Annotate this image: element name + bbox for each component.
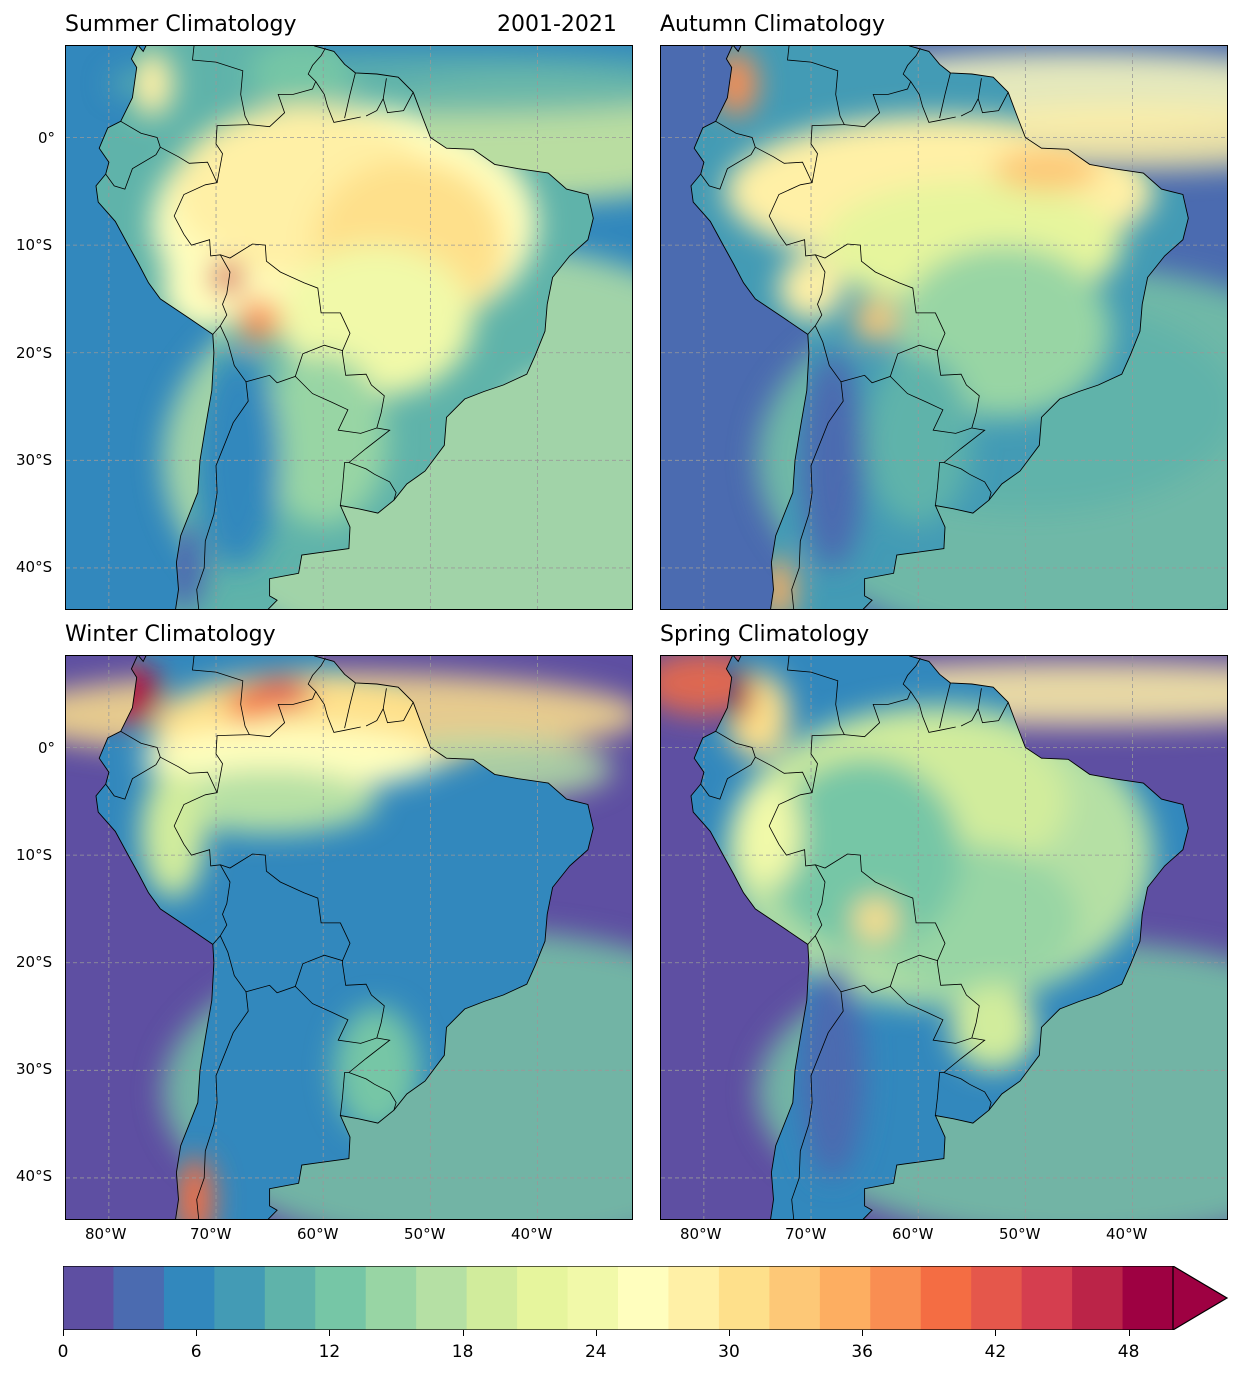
colorbar-tick — [1128, 1330, 1130, 1336]
colorbar-swatch — [113, 1266, 165, 1330]
panel-title-winter: Winter Climatology — [65, 622, 276, 647]
colorbar-tick-label: 48 — [1117, 1342, 1140, 1362]
lon-tick-left-50w: 50°W — [404, 1225, 446, 1243]
colorbar-swatch — [668, 1266, 720, 1330]
colorbar-tick — [462, 1330, 464, 1336]
colorbar-tick-label: 18 — [451, 1342, 474, 1362]
panel-title-spring: Spring Climatology — [660, 622, 870, 647]
colorbar-tick-label: 30 — [718, 1342, 740, 1362]
colorbar-swatch — [920, 1266, 972, 1330]
lat-tick-top-0: 0° — [38, 129, 56, 147]
colorbar-tick-label: 42 — [984, 1342, 1007, 1362]
colorbar-swatch — [618, 1266, 670, 1330]
colorbar-tick — [729, 1330, 730, 1336]
colorbar-tick-label: 24 — [584, 1342, 607, 1362]
colorbar-extend-arrow — [1172, 1264, 1229, 1332]
map-spring — [660, 655, 1228, 1220]
colorbar-swatch — [264, 1266, 316, 1330]
colorbar-tick — [995, 1330, 997, 1336]
lon-tick-right-50w: 50°W — [999, 1225, 1041, 1243]
lat-tick-bottom-40s: 40°S — [16, 1167, 53, 1185]
lat-tick-bottom-0: 0° — [38, 739, 56, 757]
lat-tick-top-30s: 30°S — [16, 451, 53, 469]
map-winter — [65, 655, 633, 1220]
map-autumn-canvas — [661, 46, 1227, 609]
colorbar-tick-label: 0 — [57, 1342, 69, 1362]
lat-tick-top-40s: 40°S — [16, 558, 53, 576]
colorbar-swatch — [769, 1266, 821, 1330]
lat-tick-top-10s: 10°S — [16, 236, 53, 254]
colorbar-swatch — [517, 1266, 569, 1330]
colorbar-tick-label: 12 — [318, 1342, 341, 1362]
colorbar-canvas — [62, 1264, 1229, 1332]
colorbar-swatch — [971, 1266, 1023, 1330]
colorbar-swatch — [1122, 1266, 1174, 1330]
lon-tick-right-70w: 70°W — [785, 1225, 827, 1243]
colorbar-tick — [595, 1330, 597, 1336]
colorbar-swatch — [819, 1266, 871, 1330]
map-summer-canvas — [66, 46, 632, 609]
colorbar-swatch — [567, 1266, 619, 1330]
lon-tick-left-80w: 80°W — [85, 1225, 127, 1243]
period-label: 2001-2021 — [497, 12, 617, 37]
colorbar-tick — [196, 1330, 198, 1336]
lon-tick-right-40w: 40°W — [1106, 1225, 1148, 1243]
lon-tick-right-60w: 60°W — [892, 1225, 934, 1243]
colorbar-swatch — [466, 1266, 518, 1330]
map-summer — [65, 45, 633, 610]
lon-tick-left-60w: 60°W — [297, 1225, 339, 1243]
colorbar-tick-label: 6 — [190, 1342, 202, 1362]
colorbar-swatch — [1072, 1266, 1124, 1330]
colorbar-swatch — [870, 1266, 922, 1330]
colorbar-tick — [63, 1330, 64, 1336]
colorbar — [62, 1264, 1229, 1332]
lon-tick-left-40w: 40°W — [511, 1225, 553, 1243]
panel-title-summer: Summer Climatology — [65, 12, 297, 37]
colorbar-swatch — [365, 1266, 417, 1330]
colorbar-swatch — [163, 1266, 215, 1330]
map-winter-canvas — [66, 656, 632, 1219]
lat-tick-bottom-30s: 30°S — [16, 1060, 53, 1078]
colorbar-swatch — [1021, 1266, 1073, 1330]
lat-tick-bottom-20s: 20°S — [16, 953, 53, 971]
colorbar-swatch — [416, 1266, 468, 1330]
lat-tick-top-20s: 20°S — [16, 344, 53, 362]
lon-tick-right-80w: 80°W — [680, 1225, 722, 1243]
colorbar-tick-label: 36 — [851, 1342, 874, 1362]
lat-tick-bottom-10s: 10°S — [16, 846, 53, 864]
colorbar-swatch — [214, 1266, 266, 1330]
colorbar-tick — [862, 1330, 864, 1336]
colorbar-swatch — [315, 1266, 367, 1330]
colorbar-swatch — [63, 1266, 115, 1330]
colorbar-swatch — [718, 1266, 770, 1330]
lon-tick-left-70w: 70°W — [190, 1225, 232, 1243]
panel-title-autumn: Autumn Climatology — [660, 12, 886, 37]
map-spring-canvas — [661, 656, 1227, 1219]
map-autumn — [660, 45, 1228, 610]
colorbar-tick — [329, 1330, 331, 1336]
